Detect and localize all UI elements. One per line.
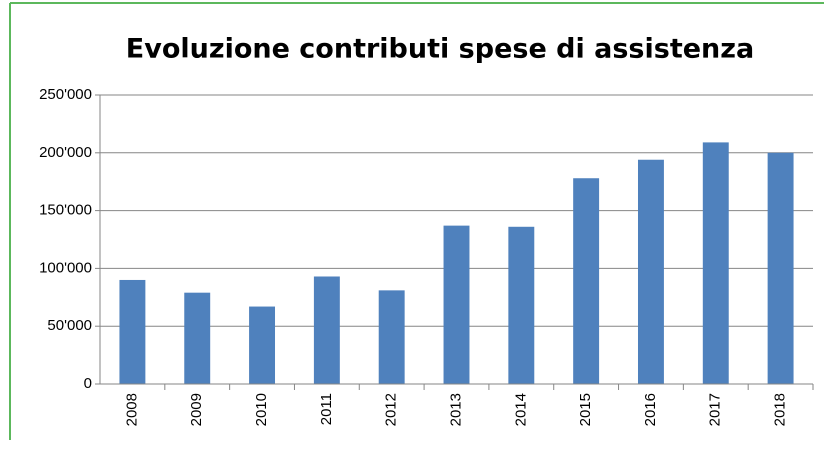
- x-tick-label: 2016: [642, 393, 659, 426]
- bar: [119, 279, 146, 384]
- y-tick-label: 0: [84, 375, 92, 392]
- chart-title: Evoluzione contributi spese di assistenz…: [126, 34, 754, 65]
- bar: [378, 290, 405, 384]
- y-tick-label: 50'000: [47, 317, 92, 334]
- y-tick-label: 250'000: [39, 86, 92, 103]
- x-tick-label: 2008: [123, 393, 140, 426]
- bar: [313, 276, 340, 384]
- y-tick-label: 150'000: [39, 202, 92, 219]
- y-tick-label: 200'000: [39, 144, 92, 161]
- x-tick-label: 2017: [707, 393, 724, 426]
- bar: [184, 292, 211, 384]
- bar: [443, 225, 470, 384]
- x-tick-label: 2015: [577, 393, 594, 426]
- bar: [767, 152, 794, 384]
- x-tick-label: 2013: [447, 393, 464, 426]
- bar: [508, 226, 535, 384]
- y-tick-label: 100'000: [39, 259, 92, 276]
- x-tick-label: 2014: [512, 393, 529, 426]
- x-tick-label: 2018: [772, 393, 789, 426]
- x-tick-label: 2011: [318, 393, 335, 425]
- x-tick-label: 2012: [383, 393, 400, 426]
- bar: [573, 178, 600, 384]
- x-tick-label: 2010: [253, 393, 270, 426]
- bar: [702, 142, 729, 384]
- bar: [249, 306, 276, 384]
- x-tick-label: 2009: [188, 393, 205, 426]
- bar: [637, 159, 664, 384]
